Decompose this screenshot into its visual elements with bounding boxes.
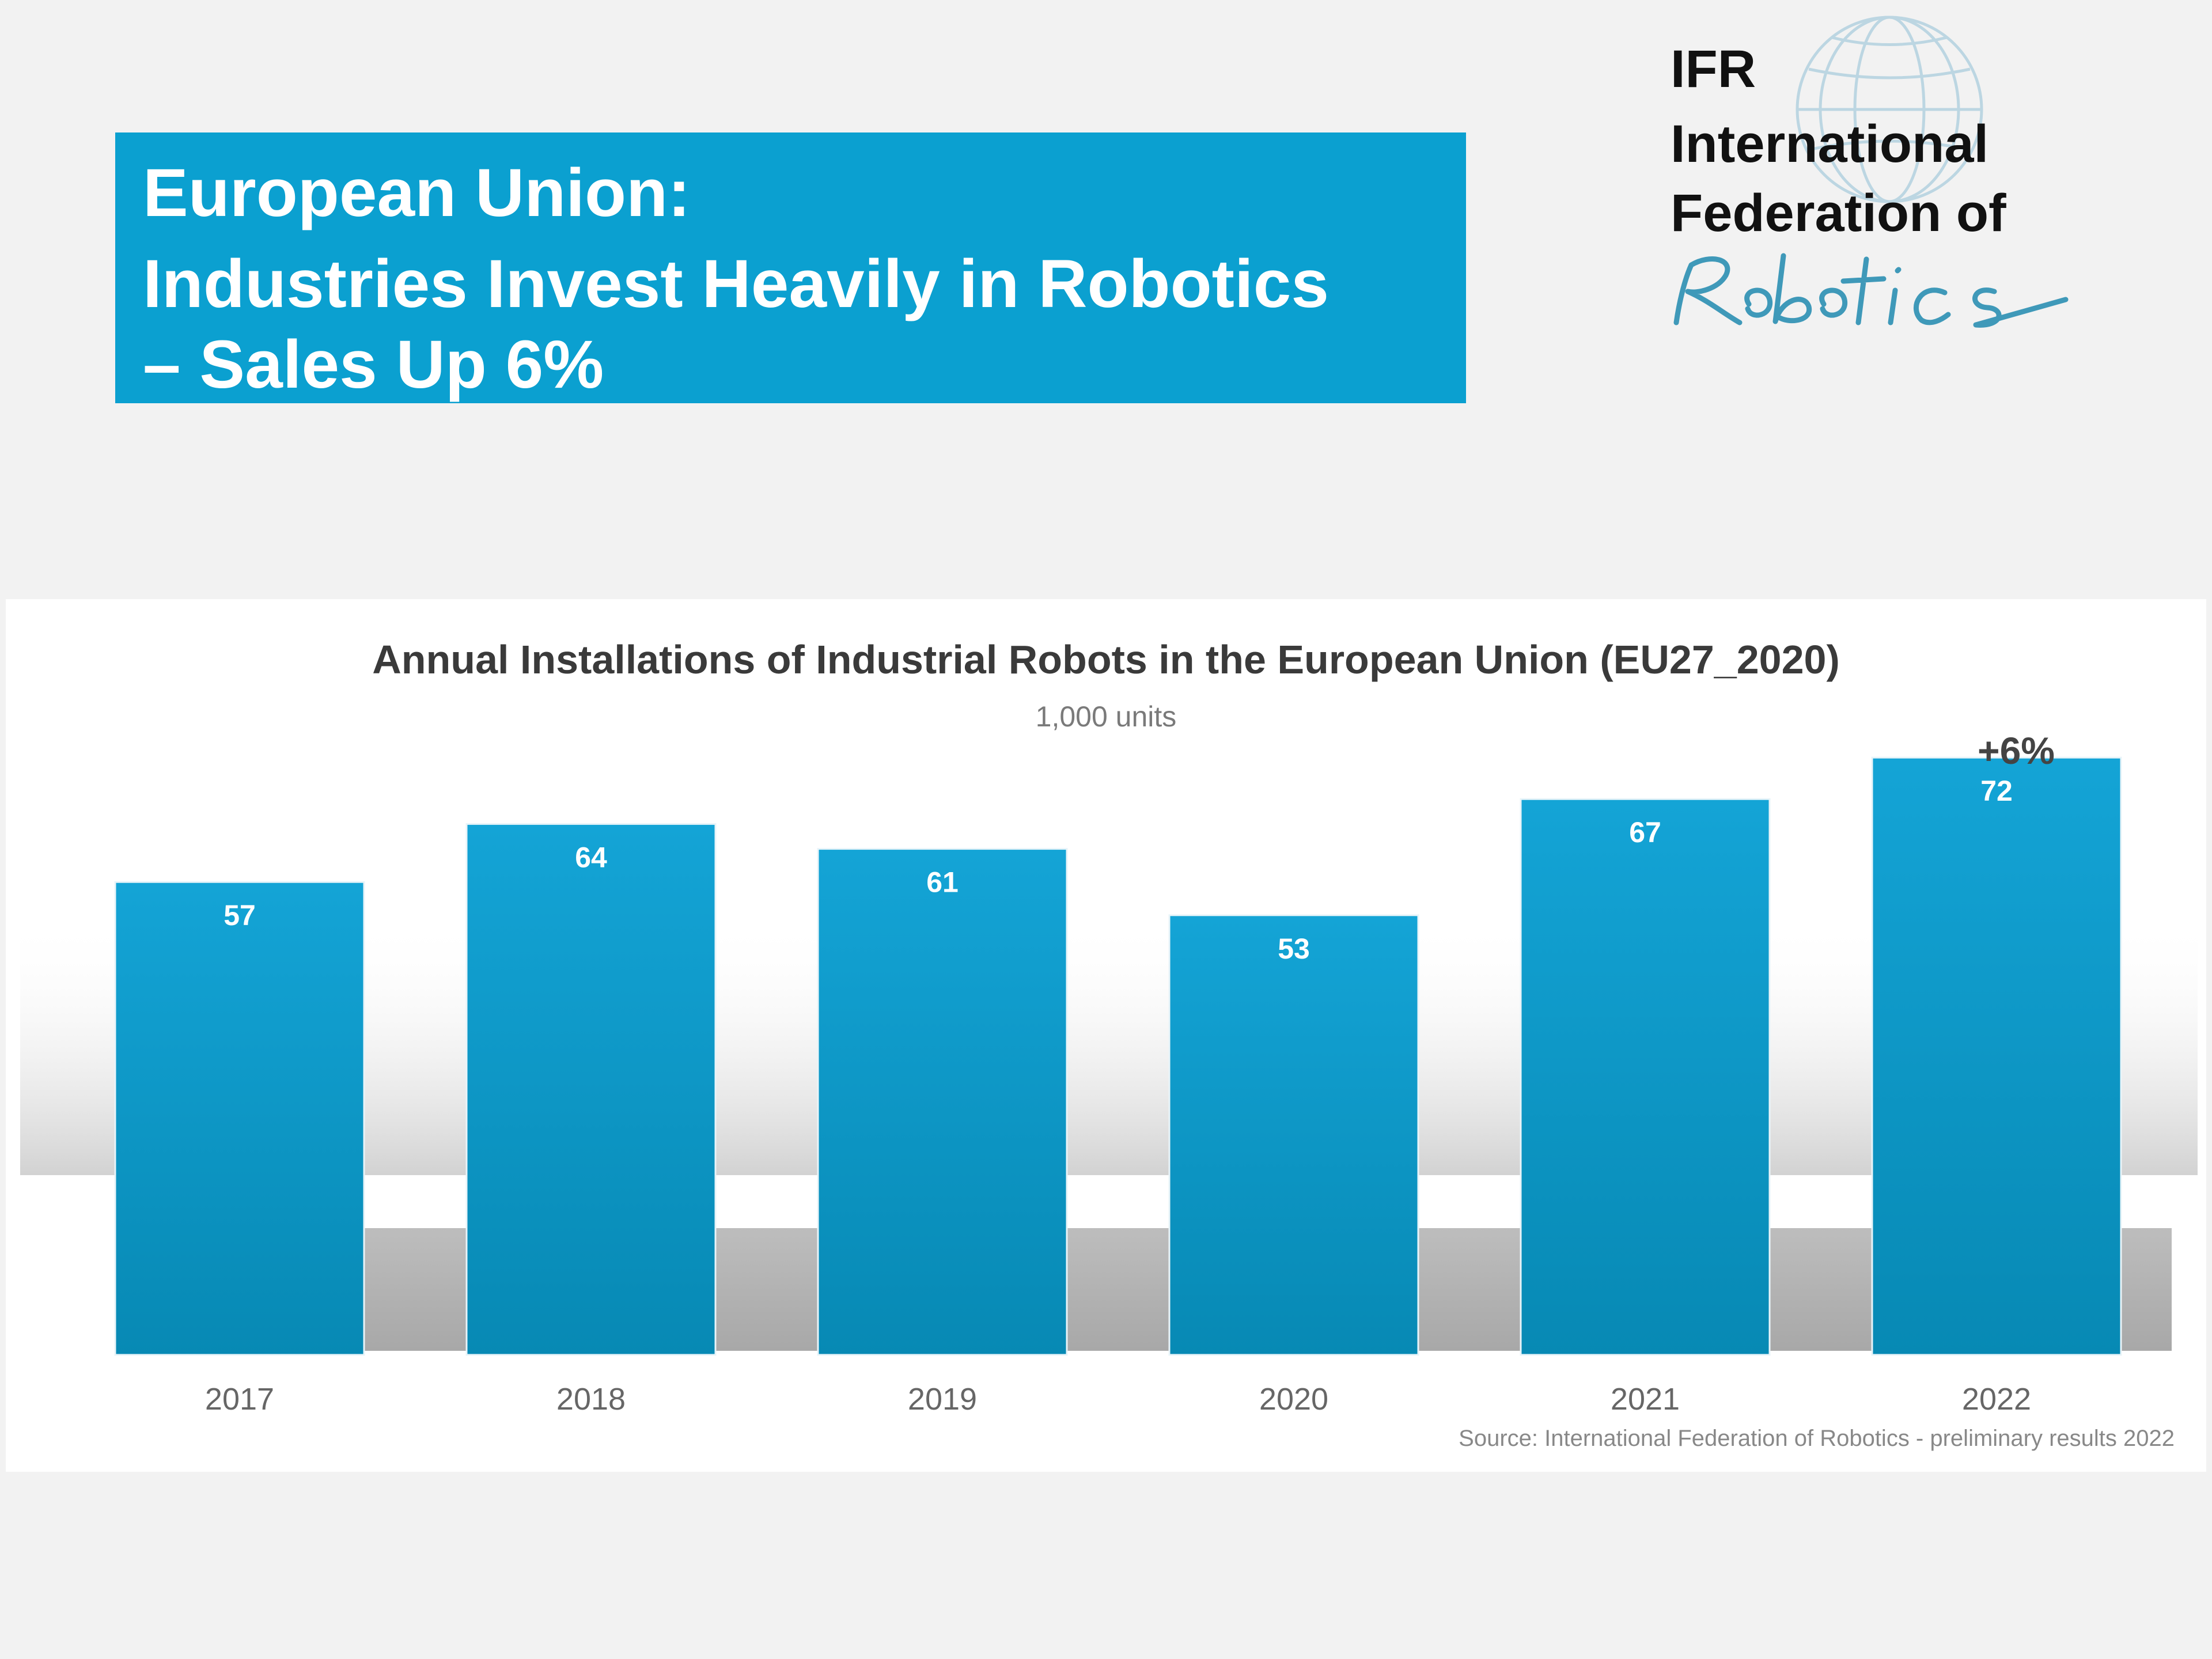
chart-subtitle: 1,000 units (1035, 700, 1177, 733)
x-tick-label-2018: 2018 (556, 1382, 626, 1416)
chart-title: Annual Installations of Industrial Robot… (372, 637, 1840, 682)
headline-line-3: – Sales Up 6% (143, 327, 604, 403)
ifr-logo: IFR International Federation of (1653, 12, 2131, 334)
chart-panel: 57 2017 64 2018 61 2019 53 2020 67 2021 72 2022 Ann… (6, 599, 2206, 1472)
bar-2020 (1168, 914, 1419, 1356)
x-tick-label-2021: 2021 (1611, 1382, 1680, 1416)
bar-value-label-2018: 64 (575, 841, 607, 873)
bar-2017 (114, 881, 365, 1356)
headline-line-2: Industries Invest Heavily in Robotics (143, 246, 1330, 322)
x-tick-label-2022: 2022 (1962, 1382, 2031, 1416)
bar-value-label-2017: 57 (224, 899, 256, 931)
bar-2021 (1520, 798, 1771, 1356)
logo-line-2: Federation of (1671, 184, 2006, 243)
bar-value-label-2022: 72 (1980, 775, 2013, 807)
title-banner: European Union: Industries Invest Heavil… (115, 132, 1466, 403)
logo-line-1: International (1671, 115, 1989, 173)
headline-line-1: European Union: (143, 155, 691, 231)
source-note: Source: International Federation of Robo… (1459, 1426, 2175, 1451)
x-tick-label-2019: 2019 (908, 1382, 977, 1416)
robotics-script-logotype (1673, 253, 2069, 328)
logo-abbreviation: IFR (1671, 40, 1756, 99)
backdrop-shading (20, 916, 2198, 1175)
bar-2019 (817, 848, 1068, 1356)
chart-floor-shadow (132, 1228, 2172, 1351)
growth-annotation: +6% (1978, 729, 2055, 772)
x-tick-label-2020: 2020 (1259, 1382, 1328, 1416)
bar-2022 (1871, 756, 2122, 1356)
bar-value-label-2019: 61 (926, 866, 959, 899)
bar-value-label-2021: 67 (1629, 816, 1661, 849)
globe-icon (1796, 16, 1983, 203)
x-tick-label-2017: 2017 (205, 1382, 274, 1416)
bar-2018 (465, 823, 717, 1356)
bar-value-label-2020: 53 (1278, 933, 1310, 965)
bar-chart: 57 2017 64 2018 61 2019 53 2020 67 2021 72 2022 (20, 756, 2198, 1416)
